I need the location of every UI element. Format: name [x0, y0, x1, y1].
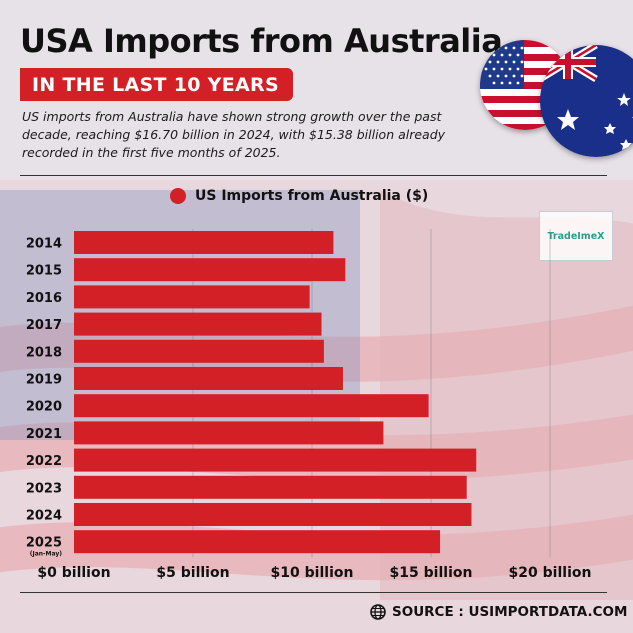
- y-tick-label: 2023: [26, 481, 62, 496]
- bar-2017: [74, 312, 322, 336]
- australia-flag-icon: [540, 45, 633, 157]
- tradeimex-watermark-logo: TradeImeX: [539, 211, 613, 261]
- bar-2022: [74, 448, 477, 472]
- y-tick-label: 2021: [26, 427, 62, 442]
- bar-2018: [74, 339, 324, 363]
- bottom-divider: [20, 592, 607, 593]
- x-tick-label: $0 billion: [37, 565, 110, 581]
- page-title: USA Imports from Australia: [20, 22, 503, 60]
- bar-2015: [74, 258, 346, 282]
- bar-2020: [74, 394, 429, 418]
- x-tick-label: $15 billion: [390, 565, 473, 581]
- bar-2024: [74, 503, 472, 526]
- x-tick-label: $5 billion: [156, 565, 229, 581]
- x-tick-label: $10 billion: [271, 565, 354, 581]
- watermark-label: TradeImeX: [547, 230, 605, 242]
- y-tick-label: 2022: [26, 454, 62, 469]
- y-tick-label: 2016: [26, 291, 62, 306]
- y-tick-label: 2015: [26, 264, 62, 279]
- top-divider: [20, 175, 607, 176]
- legend-label: US Imports from Australia ($): [195, 188, 429, 204]
- chart-legend: US Imports from Australia ($): [170, 188, 428, 204]
- subtitle-banner: IN THE LAST 10 YEARS: [20, 68, 293, 101]
- description-text: US imports from Australia have shown str…: [22, 109, 446, 160]
- y-tick-label: 2018: [26, 345, 62, 360]
- y-tick-note: (Jan-May): [30, 551, 63, 558]
- source-credit: SOURCE : USIMPORTDATA.COM: [370, 604, 627, 620]
- bar-2016: [74, 285, 310, 309]
- bar-2025: [74, 530, 441, 554]
- y-tick-label: 2014: [26, 237, 62, 252]
- globe-icon: [370, 604, 386, 620]
- legend-swatch: [170, 188, 186, 204]
- x-tick-label: $20 billion: [509, 565, 592, 581]
- source-text: SOURCE : USIMPORTDATA.COM: [392, 604, 628, 620]
- bar-2023: [74, 475, 467, 499]
- bar-2014: [74, 231, 334, 254]
- y-tick-label: 2024: [26, 509, 62, 524]
- bar-2021: [74, 421, 384, 445]
- y-tick-label: 2020: [26, 400, 62, 415]
- bar-2019: [74, 367, 343, 390]
- y-tick-label: 2017: [26, 318, 62, 333]
- y-tick-label: 2025: [26, 536, 62, 551]
- y-tick-label: 2019: [26, 373, 62, 388]
